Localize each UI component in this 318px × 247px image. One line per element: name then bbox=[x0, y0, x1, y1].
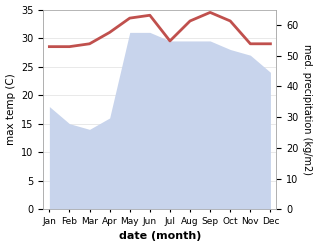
X-axis label: date (month): date (month) bbox=[119, 231, 201, 242]
Y-axis label: max temp (C): max temp (C) bbox=[5, 74, 16, 145]
Y-axis label: med. precipitation (kg/m2): med. precipitation (kg/m2) bbox=[302, 44, 313, 175]
